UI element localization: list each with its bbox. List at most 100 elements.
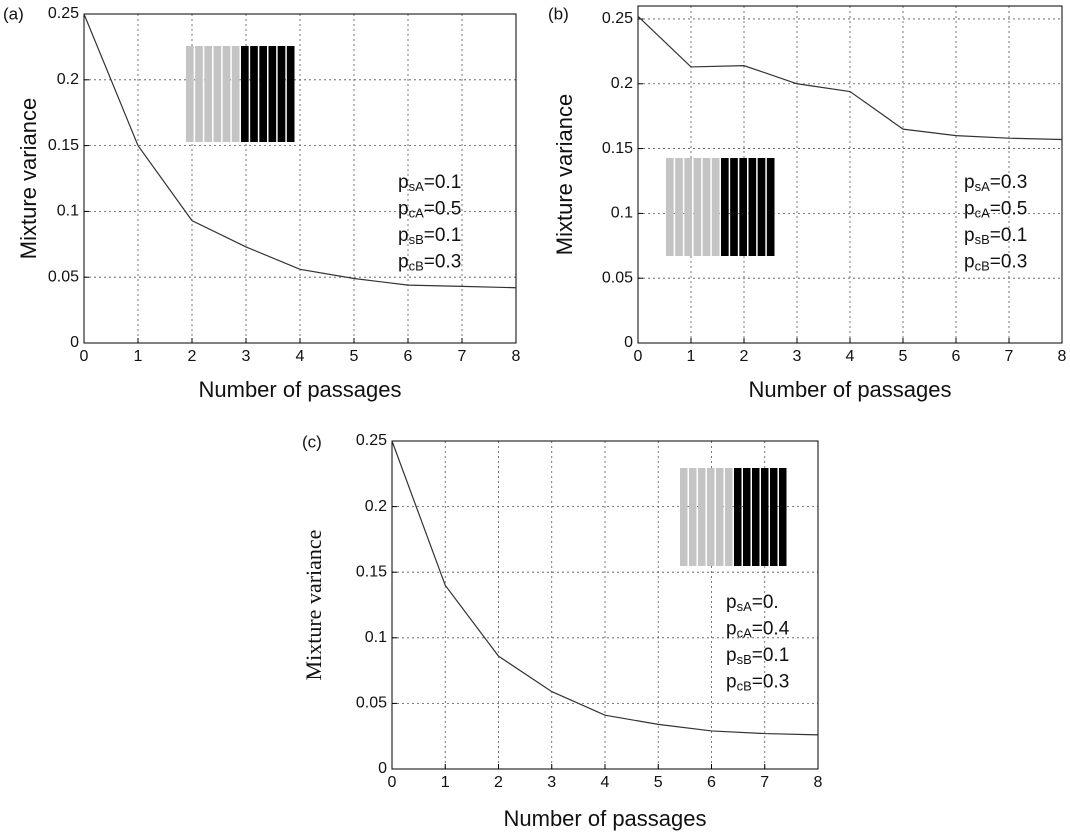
annotation-symbol: p <box>398 172 409 193</box>
annotation: psA=0.3 <box>964 172 1027 194</box>
panel-label: (a) <box>3 4 24 23</box>
x-tick-label: 5 <box>654 774 663 791</box>
annotation: psB=0.1 <box>726 645 789 667</box>
inset-stripe <box>698 468 706 566</box>
y-tick-label: 0.15 <box>356 563 387 580</box>
y-tick-label: 0 <box>70 334 79 351</box>
plot-frame <box>637 5 1063 344</box>
inset-stripe <box>734 468 742 566</box>
x-tick-label: 1 <box>687 348 696 365</box>
x-tick-label: 1 <box>134 348 143 365</box>
inset-stripe <box>757 158 766 256</box>
annotation-subscript: sB <box>409 232 424 247</box>
y-tick-label: 0.05 <box>602 269 633 286</box>
x-axis-label: Number of passages <box>504 806 707 831</box>
annotation: psB=0.1 <box>398 225 461 247</box>
x-tick-label: 4 <box>846 348 855 365</box>
x-tick-label: 3 <box>793 348 802 365</box>
annotation-symbol: p <box>398 199 409 220</box>
annotation: psA=0.1 <box>398 172 461 194</box>
inset-stripe <box>716 468 724 566</box>
inset-stripe <box>730 158 738 256</box>
annotation-subscript: sB <box>975 232 990 247</box>
x-tick-label: 7 <box>458 348 467 365</box>
annotation-symbol: p <box>964 252 975 273</box>
inset-stripe <box>702 158 711 256</box>
annotation-subscript: cB <box>737 679 752 694</box>
annotation-symbol: p <box>398 225 409 246</box>
annotation: pcA=0.4 <box>726 619 790 641</box>
x-axis-label: Number of passages <box>749 377 952 402</box>
annotation-subscript: sA <box>737 599 753 614</box>
y-axis-label: Mixture variance <box>552 94 577 255</box>
annotation: pcB=0.3 <box>964 252 1027 274</box>
inset-stripe <box>689 468 697 566</box>
annotation-symbol: p <box>964 225 975 246</box>
annotation-value: =0.3 <box>990 172 1028 193</box>
x-tick-label: 7 <box>760 774 769 791</box>
x-tick-label: 4 <box>601 774 610 791</box>
x-tick-label: 8 <box>1058 348 1067 365</box>
y-axis-label: Mixture variance <box>301 530 326 681</box>
plot-frame <box>83 13 517 344</box>
annotation-subscript: cB <box>409 259 424 274</box>
x-tick-label: 3 <box>242 348 251 365</box>
annotation-value: =0.1 <box>424 225 462 246</box>
annotation-symbol: p <box>964 199 975 220</box>
annotation-value: =0.3 <box>990 252 1028 273</box>
inset-stripe <box>725 468 733 566</box>
panel-label: (b) <box>548 4 569 23</box>
x-tick-label: 2 <box>188 348 197 365</box>
annotation-value: =0.1 <box>752 645 790 666</box>
inset-stripe <box>204 46 212 142</box>
annotation-subscript: sA <box>409 179 425 194</box>
annotation: pcA=0.5 <box>964 199 1027 221</box>
annotation-symbol: p <box>726 645 737 666</box>
y-tick-label: 0.2 <box>57 71 79 88</box>
annotation-value: =0.3 <box>752 672 790 693</box>
x-tick-label: 0 <box>80 348 89 365</box>
annotation-value: =0.1 <box>424 172 462 193</box>
inset-stripe <box>680 468 688 566</box>
x-tick-label: 7 <box>1005 348 1014 365</box>
inset-stripe <box>761 468 769 566</box>
inset-stripe <box>711 158 720 256</box>
data-line <box>637 15 1063 141</box>
x-tick-label: 4 <box>296 348 305 365</box>
y-tick-label: 0.1 <box>57 203 79 220</box>
annotation-symbol: p <box>726 619 737 640</box>
inset-stripe <box>779 468 787 566</box>
x-tick-label: 5 <box>350 348 359 365</box>
inset-stripe <box>684 158 692 256</box>
annotation-value: =0.5 <box>424 199 462 220</box>
y-tick-label: 0.2 <box>611 75 633 92</box>
inset-stripe <box>222 46 231 142</box>
x-tick-label: 2 <box>494 774 503 791</box>
annotation-subscript: cA <box>409 206 425 221</box>
x-tick-label: 3 <box>547 774 556 791</box>
inset-stripe <box>739 158 747 256</box>
inset-stripe <box>241 46 249 142</box>
inset-stripe <box>195 46 203 142</box>
annotation: psA=0. <box>726 592 779 614</box>
inset-stripe <box>752 468 760 566</box>
inset-stripe <box>693 158 702 256</box>
inset-stripe <box>770 468 778 566</box>
inset-stripe <box>250 46 258 142</box>
annotation-value: =0.1 <box>990 225 1028 246</box>
inset-stripe <box>666 158 674 256</box>
annotation-value: =0.4 <box>752 619 790 640</box>
x-tick-label: 5 <box>899 348 908 365</box>
y-tick-label: 0.15 <box>48 137 79 154</box>
annotation-symbol: p <box>726 592 737 613</box>
x-tick-label: 8 <box>814 774 823 791</box>
annotation: pcA=0.5 <box>398 199 461 221</box>
annotation: pcB=0.3 <box>726 672 789 694</box>
x-tick-label: 6 <box>404 348 413 365</box>
y-tick-label: 0.1 <box>365 629 387 646</box>
inset-stripe <box>675 158 683 256</box>
inset-stripe <box>748 158 757 256</box>
annotation-subscript: cB <box>975 259 990 274</box>
inset-stripe <box>231 46 240 142</box>
annotation-value: =0. <box>752 592 779 613</box>
